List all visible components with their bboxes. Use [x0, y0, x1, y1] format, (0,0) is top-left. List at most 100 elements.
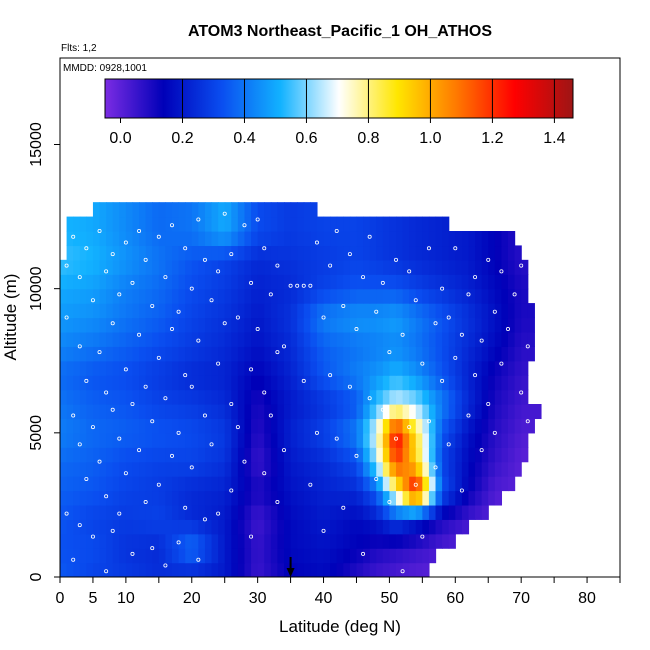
heatmap-cell: [415, 461, 423, 477]
heatmap-cell: [521, 303, 529, 319]
heatmap-cell: [290, 533, 298, 549]
heatmap-cell: [527, 303, 535, 319]
heatmap-cell: [468, 476, 476, 492]
heatmap-cell: [191, 389, 199, 405]
heatmap-cell: [270, 274, 279, 290]
heatmap-cell: [218, 404, 226, 420]
heatmap-cell: [165, 360, 173, 376]
heatmap-cell: [231, 461, 239, 477]
heatmap-cell: [316, 303, 325, 319]
heatmap-cell: [165, 375, 173, 391]
heatmap-cell: [376, 432, 384, 448]
heatmap-cell: [349, 533, 358, 549]
heatmap-cell: [435, 461, 443, 477]
heatmap-cell: [112, 490, 120, 506]
heatmap-cell: [165, 533, 173, 549]
heatmap-cell: [99, 389, 107, 405]
sample-point: [104, 269, 109, 274]
heatmap-cell: [277, 259, 285, 275]
heatmap-cell: [106, 331, 114, 347]
heatmap-cell: [152, 202, 160, 218]
heatmap-cell: [349, 476, 358, 492]
heatmap-cell: [343, 245, 351, 261]
heatmap-cell: [112, 418, 120, 434]
sample-point: [308, 283, 313, 288]
heatmap-cell: [277, 216, 285, 232]
heatmap-cell: [99, 331, 107, 347]
heatmap-cell: [521, 360, 529, 376]
heatmap-cell: [343, 432, 351, 448]
sample-point: [262, 390, 267, 395]
heatmap-cell: [152, 231, 160, 247]
heatmap-cell: [92, 259, 101, 275]
heatmap-cell: [86, 519, 94, 535]
heatmap-cell: [297, 389, 305, 405]
sample-point: [413, 482, 418, 487]
heatmap-cell: [178, 331, 186, 347]
heatmap-cell: [521, 375, 529, 391]
heatmap-cell: [415, 317, 423, 333]
heatmap-cell: [310, 389, 318, 405]
heatmap-cell: [501, 432, 509, 448]
heatmap-cell: [323, 504, 331, 520]
sample-point: [466, 413, 471, 418]
heatmap-cell: [284, 216, 292, 232]
heatmap-cell: [290, 461, 298, 477]
heatmap-cell: [139, 389, 147, 405]
heatmap-cell: [428, 490, 437, 506]
heatmap-cell: [119, 519, 127, 535]
heatmap-cell: [145, 231, 153, 247]
heatmap-cell: [310, 447, 318, 463]
heatmap-cell: [330, 476, 338, 492]
heatmap-cell: [152, 548, 160, 564]
heatmap-cell: [270, 548, 279, 564]
sample-point: [110, 321, 115, 326]
heatmap-cell: [145, 404, 153, 420]
heatmap-cell: [402, 519, 410, 535]
x-tick-label: 50: [381, 590, 399, 607]
heatmap-cell: [468, 331, 476, 347]
heatmap-cell: [402, 259, 410, 275]
heatmap-cell: [152, 447, 160, 463]
heatmap-cell: [494, 231, 503, 247]
heatmap-cell: [198, 447, 206, 463]
sample-point: [249, 534, 254, 539]
heatmap-cell: [79, 274, 87, 290]
heatmap-cell: [119, 317, 127, 333]
heatmap-cell: [257, 245, 265, 261]
heatmap-cell: [92, 476, 101, 492]
heatmap-cell: [211, 317, 219, 333]
heatmap-cell: [178, 259, 186, 275]
heatmap-cell: [514, 346, 522, 362]
heatmap-cell: [448, 259, 456, 275]
heatmap-cell: [158, 245, 167, 261]
heatmap-cell: [73, 346, 81, 362]
heatmap-cell: [442, 245, 450, 261]
heatmap-cell: [382, 259, 391, 275]
heatmap-cell: [92, 404, 101, 420]
heatmap-cell: [284, 288, 292, 304]
heatmap-cell: [369, 404, 377, 420]
heatmap-cell: [415, 231, 423, 247]
heatmap-cell: [343, 490, 351, 506]
heatmap-cell: [389, 418, 397, 434]
heatmap-cell: [501, 303, 509, 319]
heatmap-cell: [494, 303, 503, 319]
heatmap-cell: [277, 346, 285, 362]
sample-point: [446, 442, 451, 447]
heatmap-cell: [330, 259, 338, 275]
heatmap-cell: [422, 504, 430, 520]
heatmap-cell: [428, 418, 437, 434]
sample-point: [117, 511, 122, 516]
heatmap-cell: [244, 432, 252, 448]
heatmap-cell: [92, 331, 101, 347]
heatmap-cell: [145, 346, 153, 362]
heatmap-cell: [119, 303, 127, 319]
heatmap-cell: [435, 288, 443, 304]
sample-point: [505, 327, 510, 332]
heatmap-cell: [165, 418, 173, 434]
heatmap-cell: [369, 375, 377, 391]
heatmap-cell: [224, 548, 232, 564]
heatmap-cell: [145, 259, 153, 275]
sample-point: [235, 315, 240, 320]
